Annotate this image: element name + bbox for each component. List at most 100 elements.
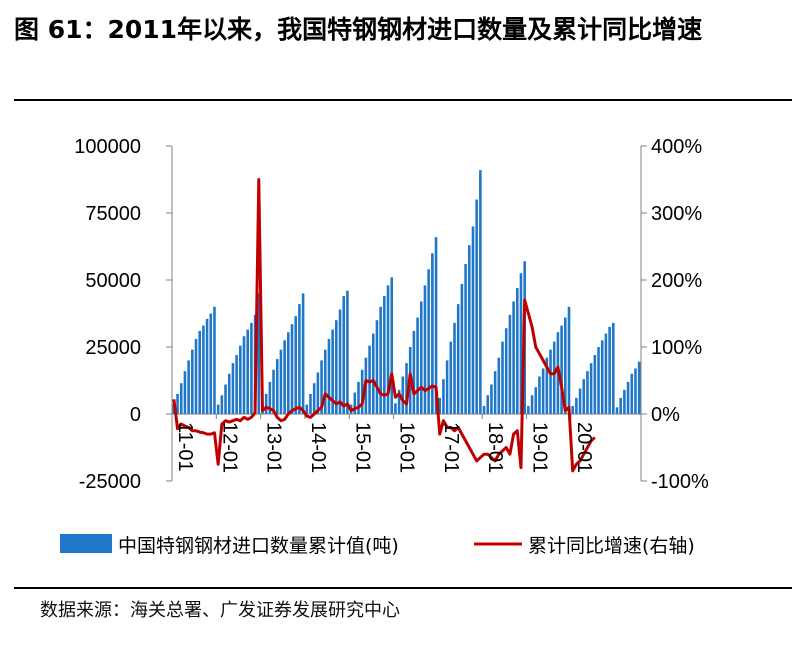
bar bbox=[279, 349, 283, 414]
bar bbox=[394, 403, 397, 414]
bar bbox=[527, 405, 530, 414]
bar bbox=[202, 325, 205, 414]
bar bbox=[242, 336, 246, 414]
bar bbox=[205, 318, 209, 414]
bar bbox=[560, 325, 563, 414]
right-tick-label: 100% bbox=[651, 337, 702, 359]
bar bbox=[357, 381, 360, 414]
legend: 中国特钢钢材进口数量累计值(吨) 累计同比增速(右轴) bbox=[60, 534, 695, 557]
bar bbox=[309, 393, 312, 414]
bar bbox=[486, 395, 490, 414]
growth-rate-line bbox=[172, 178, 596, 473]
bar bbox=[187, 360, 190, 414]
bar bbox=[619, 397, 622, 414]
bar bbox=[630, 373, 634, 414]
bar bbox=[608, 326, 611, 414]
bar bbox=[615, 407, 619, 414]
bar bbox=[397, 389, 401, 414]
bar bbox=[549, 349, 552, 414]
bar bbox=[453, 322, 456, 414]
left-tick-label: 50000 bbox=[85, 270, 141, 292]
bar bbox=[578, 388, 582, 414]
bar bbox=[567, 306, 571, 414]
tick-label-layer: 100000 75000 50000 25000 0 -25000 400% 300% 200%… bbox=[74, 136, 709, 493]
bar bbox=[283, 340, 286, 414]
line-series-layer bbox=[172, 178, 596, 473]
bar bbox=[431, 253, 434, 414]
bar bbox=[390, 277, 394, 414]
bar bbox=[323, 349, 327, 414]
bar bbox=[512, 301, 515, 414]
bar bbox=[475, 199, 478, 414]
bar bbox=[224, 384, 227, 414]
bar bbox=[552, 341, 556, 414]
bar bbox=[634, 368, 637, 414]
bar bbox=[231, 363, 235, 414]
bar bbox=[508, 314, 512, 414]
bar bbox=[612, 322, 615, 414]
bar bbox=[371, 333, 375, 414]
bar bbox=[360, 369, 364, 414]
bar bbox=[346, 290, 349, 414]
x-tick-label: 19-01 bbox=[529, 422, 551, 473]
bar bbox=[534, 387, 538, 414]
bar bbox=[501, 341, 504, 414]
bar bbox=[456, 304, 460, 414]
bar bbox=[445, 360, 449, 414]
bar bbox=[589, 363, 593, 414]
source-divider bbox=[14, 587, 792, 589]
left-tick-label: -25000 bbox=[79, 471, 141, 493]
bar bbox=[209, 313, 213, 414]
title-divider bbox=[14, 99, 792, 101]
bar bbox=[191, 349, 194, 414]
bar bbox=[379, 306, 382, 414]
x-tick-label: 18-01 bbox=[484, 422, 506, 473]
chart-title: 图 61：2011年以来，我国特钢钢材进口数量及累计同比增速 bbox=[14, 15, 703, 44]
bar bbox=[290, 324, 294, 414]
legend-bar-label: 中国特钢钢材进口数量累计值(吨) bbox=[118, 535, 399, 557]
bar bbox=[275, 359, 279, 414]
right-tick-label: 200% bbox=[651, 270, 702, 292]
bar bbox=[564, 317, 567, 414]
x-tick-label: 20-01 bbox=[573, 422, 595, 473]
bar bbox=[257, 293, 261, 414]
left-tick-label: 75000 bbox=[85, 203, 141, 225]
bar bbox=[320, 360, 323, 414]
bar bbox=[541, 368, 545, 414]
bar bbox=[464, 263, 467, 414]
right-tick-label: 0% bbox=[651, 404, 680, 426]
bar-series-layer bbox=[172, 170, 641, 414]
bar bbox=[213, 306, 216, 414]
bar bbox=[637, 361, 641, 414]
bar bbox=[490, 384, 493, 414]
x-tick-label: 15-01 bbox=[351, 422, 373, 473]
bar bbox=[179, 383, 183, 414]
bar bbox=[312, 383, 316, 414]
bar bbox=[497, 357, 501, 414]
bar bbox=[471, 226, 475, 414]
bar bbox=[386, 285, 390, 414]
bar bbox=[342, 296, 346, 414]
bar bbox=[412, 330, 416, 414]
bar bbox=[438, 397, 442, 414]
bar bbox=[623, 389, 626, 414]
x-tick-label: 11-01 bbox=[174, 422, 196, 472]
bar bbox=[434, 237, 438, 414]
bar bbox=[604, 333, 608, 414]
bar bbox=[449, 341, 453, 414]
bar bbox=[353, 392, 357, 414]
bar bbox=[493, 371, 497, 414]
chart: 100000 75000 50000 25000 0 -25000 400% 300% 200%… bbox=[60, 136, 709, 557]
bar bbox=[460, 284, 464, 414]
right-tick-label: -100% bbox=[651, 471, 709, 493]
bar bbox=[235, 355, 238, 414]
bar bbox=[383, 296, 386, 414]
bar bbox=[442, 379, 445, 414]
bar bbox=[600, 340, 604, 414]
bar bbox=[626, 381, 630, 414]
bar bbox=[246, 329, 249, 414]
bar bbox=[294, 316, 298, 414]
bar bbox=[423, 285, 427, 414]
bar bbox=[272, 369, 275, 414]
x-tick-label: 14-01 bbox=[307, 422, 329, 473]
